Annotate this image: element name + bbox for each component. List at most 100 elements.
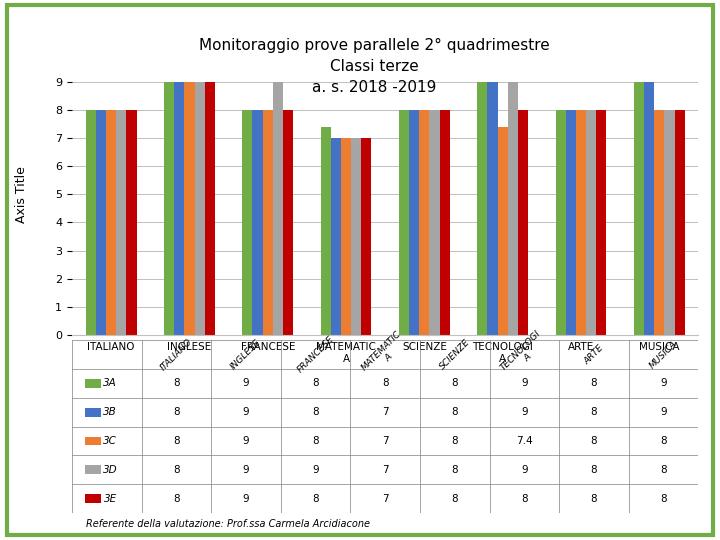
Text: INGLESE: INGLESE	[229, 338, 263, 372]
Bar	[498, 127, 508, 335]
Bar	[665, 110, 675, 335]
Text: 3A: 3A	[104, 379, 117, 388]
Text: 9: 9	[660, 407, 667, 417]
Bar	[399, 110, 409, 335]
Text: FRANCESE: FRANCESE	[295, 335, 336, 375]
Text: SCIENZE: SCIENZE	[438, 338, 472, 372]
Bar	[596, 110, 606, 335]
Bar	[127, 110, 137, 335]
Bar	[330, 138, 341, 335]
Bar	[320, 127, 330, 335]
Text: 8: 8	[173, 494, 180, 504]
Text: MATEMATIC
A: MATEMATIC A	[360, 329, 410, 380]
Bar	[263, 110, 273, 335]
Bar	[429, 110, 440, 335]
Bar	[116, 110, 127, 335]
Text: 9: 9	[521, 407, 528, 417]
Bar	[487, 82, 498, 335]
Bar	[86, 437, 101, 445]
Text: 9: 9	[243, 494, 249, 504]
Text: 8: 8	[660, 494, 667, 504]
Bar	[341, 138, 351, 335]
Y-axis label: Axis Title: Axis Title	[15, 166, 28, 223]
Text: 8: 8	[660, 436, 667, 446]
Text: 9: 9	[243, 436, 249, 446]
Text: 9: 9	[521, 379, 528, 388]
Bar	[576, 110, 586, 335]
Text: 9: 9	[243, 465, 249, 475]
Bar	[86, 379, 101, 388]
Text: ARTE: ARTE	[582, 343, 606, 366]
Text: 7: 7	[382, 465, 389, 475]
Text: Referente della valutazione: Prof.ssa Carmela Arcidiacone: Referente della valutazione: Prof.ssa Ca…	[86, 519, 370, 529]
Bar	[86, 408, 101, 416]
Text: 9: 9	[243, 379, 249, 388]
Text: 8: 8	[451, 407, 458, 417]
Text: 8: 8	[173, 379, 180, 388]
Text: 9: 9	[521, 465, 528, 475]
Text: 9: 9	[312, 465, 319, 475]
Bar	[174, 82, 184, 335]
Bar	[477, 82, 487, 335]
Bar	[361, 138, 372, 335]
Text: 8: 8	[451, 379, 458, 388]
Text: 8: 8	[590, 494, 598, 504]
Bar	[675, 110, 685, 335]
Bar	[409, 110, 419, 335]
Bar	[283, 110, 293, 335]
Text: 8: 8	[590, 407, 598, 417]
Bar	[654, 110, 665, 335]
Text: 3D: 3D	[103, 465, 117, 475]
Text: 8: 8	[312, 494, 319, 504]
Text: 3E: 3E	[104, 494, 117, 504]
Text: 8: 8	[590, 379, 598, 388]
Bar	[106, 110, 116, 335]
Bar	[86, 465, 101, 474]
Bar	[634, 82, 644, 335]
Bar	[419, 110, 429, 335]
Text: 8: 8	[451, 465, 458, 475]
Bar	[243, 110, 253, 335]
Bar	[273, 82, 283, 335]
Text: 7: 7	[382, 436, 389, 446]
Text: ITALIANO: ITALIANO	[158, 337, 194, 372]
Text: 8: 8	[173, 436, 180, 446]
Bar	[86, 110, 96, 335]
Bar	[164, 82, 174, 335]
Text: 8: 8	[590, 465, 598, 475]
Text: 7: 7	[382, 407, 389, 417]
Text: 8: 8	[660, 465, 667, 475]
Bar	[440, 110, 450, 335]
Text: 3C: 3C	[104, 436, 117, 446]
Text: 7.4: 7.4	[516, 436, 533, 446]
Text: 8: 8	[451, 494, 458, 504]
Text: 8: 8	[521, 494, 528, 504]
Text: 7: 7	[382, 494, 389, 504]
Bar	[586, 110, 596, 335]
Text: 3B: 3B	[104, 407, 117, 417]
Bar	[194, 82, 204, 335]
Bar	[556, 110, 566, 335]
Text: 8: 8	[312, 407, 319, 417]
Bar	[253, 110, 263, 335]
Text: 8: 8	[451, 436, 458, 446]
Bar	[566, 110, 576, 335]
Bar	[518, 110, 528, 335]
Text: 9: 9	[660, 379, 667, 388]
Bar	[96, 110, 106, 335]
Bar	[644, 82, 654, 335]
Text: Monitoraggio prove parallele 2° quadrimestre
Classi terze
a. s. 2018 -2019: Monitoraggio prove parallele 2° quadrime…	[199, 38, 550, 95]
Text: 8: 8	[382, 379, 389, 388]
Bar	[86, 494, 101, 503]
Text: 8: 8	[173, 465, 180, 475]
Text: 9: 9	[243, 407, 249, 417]
Text: 8: 8	[312, 436, 319, 446]
Bar	[184, 82, 194, 335]
Bar	[508, 82, 518, 335]
Text: 8: 8	[312, 379, 319, 388]
Bar	[351, 138, 361, 335]
Text: TECNOLOGI
A: TECNOLOGI A	[499, 329, 550, 380]
Text: 8: 8	[173, 407, 180, 417]
Text: 8: 8	[590, 436, 598, 446]
Bar	[204, 82, 215, 335]
